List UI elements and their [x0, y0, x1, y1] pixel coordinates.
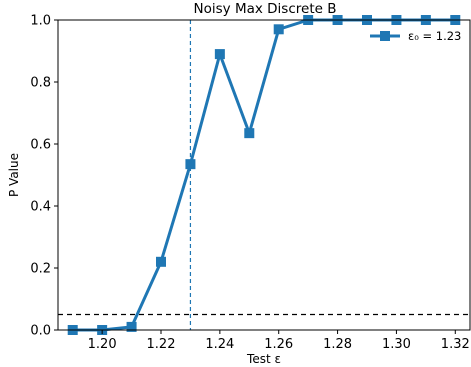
y-tick-label: 0.2 — [30, 262, 51, 277]
x-tick-label: 1.32 — [441, 337, 470, 352]
plot-area — [58, 15, 470, 335]
x-tick-label: 1.26 — [264, 337, 293, 352]
x-tick-label: 1.28 — [323, 337, 352, 352]
data-point — [156, 256, 166, 267]
x-tick-label: 1.20 — [88, 337, 117, 352]
data-point — [273, 24, 284, 35]
x-axis-ticks: 1.20 1.22 1.24 1.26 1.28 1.30 1.32 — [88, 330, 470, 352]
plot-frame — [57, 19, 471, 331]
y-tick-label: 1.0 — [30, 14, 51, 29]
data-point — [244, 128, 255, 139]
data-point — [126, 321, 137, 332]
data-point — [185, 159, 196, 170]
y-axis-ticks: 0.0 0.2 0.4 0.6 0.8 1.0 — [30, 14, 58, 339]
x-tick-label: 1.24 — [205, 337, 234, 352]
x-tick-label: 1.22 — [147, 337, 176, 352]
legend-label: ε₀ = 1.23 — [408, 29, 461, 43]
y-axis-label: P Value — [7, 153, 21, 197]
y-tick-label: 0.6 — [30, 138, 51, 153]
y-tick-label: 0.8 — [30, 76, 51, 91]
series-line — [72, 18, 456, 332]
x-axis-label: Test ε — [246, 352, 281, 366]
x-tick-label: 1.30 — [382, 337, 411, 352]
y-tick-label: 0.0 — [30, 324, 51, 339]
chart-title: Noisy Max Discrete B — [194, 1, 337, 17]
y-tick-label: 0.4 — [30, 200, 51, 215]
legend-marker — [380, 31, 390, 41]
legend: ε₀ = 1.23 — [370, 29, 461, 43]
data-point — [214, 49, 225, 60]
